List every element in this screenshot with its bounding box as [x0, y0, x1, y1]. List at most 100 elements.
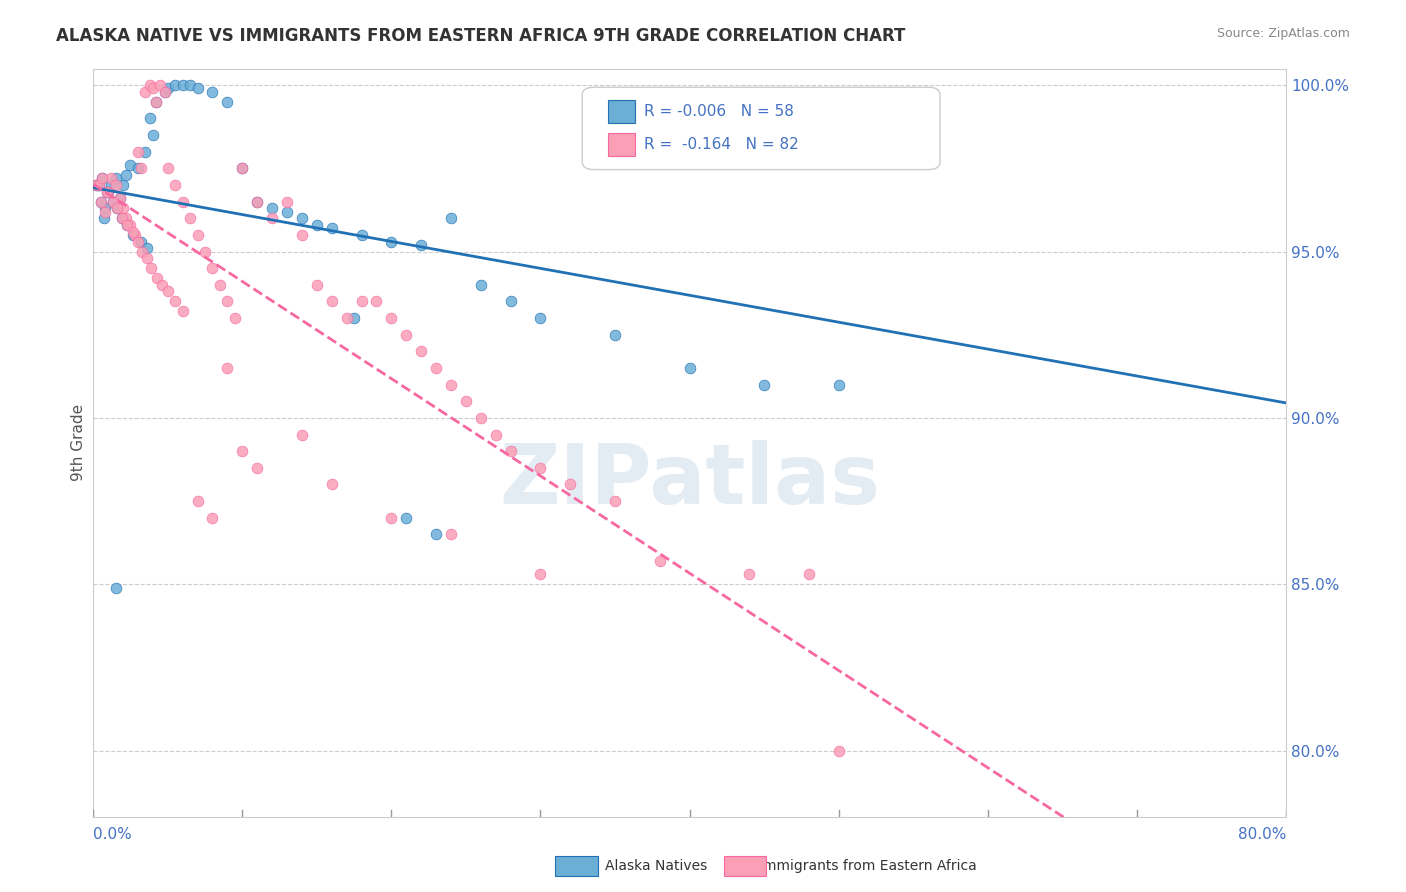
Point	[454, 394, 477, 409]
Point	[127, 161, 149, 176]
Point	[100, 171, 122, 186]
Point	[104, 171, 127, 186]
Point	[96, 185, 118, 199]
Point	[129, 235, 152, 249]
Point	[224, 311, 246, 326]
Point	[165, 78, 187, 92]
Point	[752, 377, 775, 392]
Point	[153, 85, 176, 99]
Point	[529, 460, 551, 475]
Point	[499, 444, 522, 458]
Point	[187, 227, 209, 242]
Point	[156, 161, 179, 176]
Point	[94, 204, 117, 219]
Point	[84, 178, 107, 192]
Point	[395, 327, 418, 342]
Point	[108, 191, 131, 205]
Point	[117, 218, 139, 232]
Point	[246, 194, 269, 209]
Point	[738, 567, 761, 582]
Point	[321, 294, 343, 309]
Point	[343, 311, 366, 326]
Point	[411, 344, 433, 359]
Point	[291, 211, 314, 226]
Point	[156, 285, 179, 299]
Point	[156, 81, 179, 95]
Point	[179, 78, 201, 92]
Point	[217, 361, 239, 376]
Text: 0.0%: 0.0%	[93, 827, 132, 842]
Point	[150, 277, 173, 292]
Point	[411, 238, 433, 252]
Point	[127, 235, 149, 249]
Point	[380, 235, 402, 249]
Point	[425, 527, 447, 541]
Point	[231, 161, 253, 176]
Point	[231, 444, 253, 458]
Point	[142, 128, 165, 142]
Point	[425, 361, 447, 376]
Point	[603, 327, 626, 342]
Point	[291, 227, 314, 242]
Point	[105, 201, 128, 215]
Point	[321, 477, 343, 491]
Point	[111, 201, 134, 215]
Point	[86, 178, 108, 192]
Text: Immigrants from Eastern Africa: Immigrants from Eastern Africa	[759, 859, 977, 872]
Point	[139, 112, 162, 126]
Point	[134, 85, 156, 99]
Point	[115, 211, 138, 226]
Point	[336, 311, 359, 326]
Point	[350, 294, 373, 309]
Point	[485, 427, 508, 442]
Point	[305, 277, 328, 292]
Point	[172, 304, 194, 318]
Y-axis label: 9th Grade: 9th Grade	[72, 404, 86, 482]
Point	[165, 294, 187, 309]
Point	[104, 178, 127, 192]
Point	[127, 145, 149, 159]
Point	[529, 567, 551, 582]
Point	[262, 211, 284, 226]
Point	[440, 377, 463, 392]
FancyBboxPatch shape	[609, 100, 634, 123]
Point	[101, 194, 124, 209]
Point	[101, 194, 124, 209]
Point	[146, 271, 169, 285]
Point	[366, 294, 388, 309]
Text: ZIPatlas: ZIPatlas	[499, 440, 880, 521]
FancyBboxPatch shape	[724, 856, 766, 876]
Point	[91, 171, 114, 186]
Point	[305, 218, 328, 232]
Point	[350, 227, 373, 242]
Point	[440, 211, 463, 226]
Point	[276, 194, 298, 209]
Point	[246, 460, 269, 475]
Point	[84, 178, 107, 192]
Point	[380, 510, 402, 524]
Point	[145, 95, 167, 109]
Point	[470, 410, 492, 425]
Point	[201, 510, 224, 524]
Point	[440, 527, 463, 541]
Point	[97, 185, 120, 199]
Point	[94, 201, 117, 215]
Text: Source: ZipAtlas.com: Source: ZipAtlas.com	[1216, 27, 1350, 40]
Point	[131, 244, 153, 259]
Point	[90, 194, 112, 209]
Point	[262, 201, 284, 215]
Point	[96, 185, 118, 199]
Point	[135, 241, 157, 255]
Point	[529, 311, 551, 326]
Point	[321, 221, 343, 235]
Point	[142, 81, 165, 95]
Point	[141, 261, 163, 276]
FancyBboxPatch shape	[609, 133, 634, 156]
Point	[90, 194, 112, 209]
Text: R =  -0.164   N = 82: R = -0.164 N = 82	[644, 136, 799, 152]
Point	[124, 227, 146, 242]
Point	[115, 168, 138, 182]
Text: Alaska Natives: Alaska Natives	[605, 859, 707, 872]
Point	[110, 211, 132, 226]
Point	[91, 171, 114, 186]
